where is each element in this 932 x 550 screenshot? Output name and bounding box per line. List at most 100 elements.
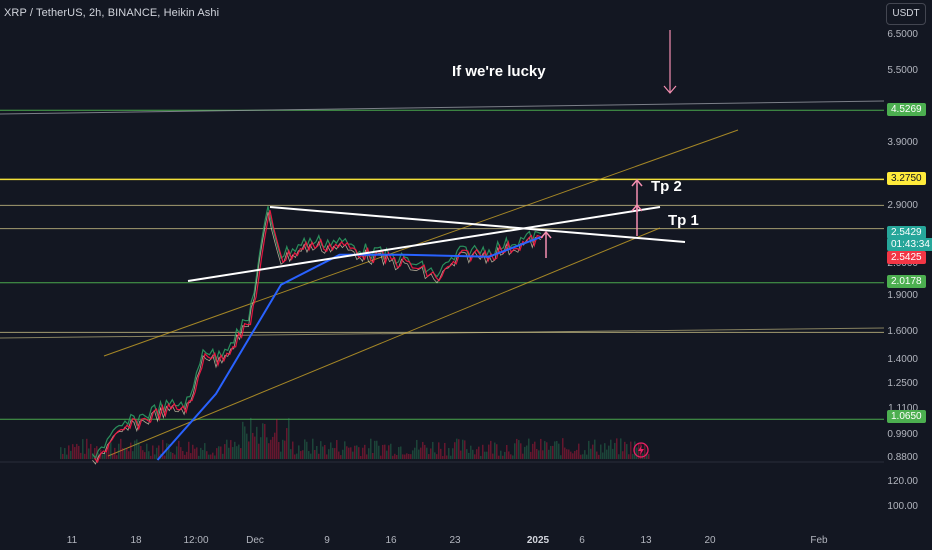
sloped-resistance-line	[0, 100, 885, 115]
volume-bar	[158, 445, 160, 459]
volume-bar	[396, 454, 398, 459]
volume-bar	[260, 437, 262, 459]
volume-bar	[516, 438, 518, 459]
volume-bar	[542, 450, 544, 459]
volume-bar	[234, 441, 236, 459]
volume-bar	[148, 451, 150, 459]
volume-bar	[310, 453, 312, 459]
volume-bar	[136, 439, 138, 459]
volume-bar	[74, 447, 76, 459]
volume-bar	[500, 450, 502, 459]
volume-bar	[506, 445, 508, 459]
price-axis[interactable]: 6.5000 5.5000 3.9000 2.9000 2.0000 1.900…	[887, 29, 918, 512]
volume-bar	[80, 452, 82, 459]
volume-bar	[128, 451, 130, 459]
volume-bar	[220, 446, 222, 459]
volume-bar	[644, 443, 646, 459]
volume-bar	[138, 442, 140, 459]
price-tick: 1.1100	[888, 403, 918, 414]
volume-bar	[478, 446, 480, 459]
volume-bar	[116, 455, 118, 459]
volume-bar	[180, 447, 182, 459]
volume-bar	[462, 439, 464, 459]
lightning-icon	[638, 445, 644, 455]
volume-bar	[350, 447, 352, 459]
volume-bar	[202, 449, 204, 459]
volume-bar	[536, 449, 538, 459]
volume-bar	[398, 447, 400, 459]
volume-bar	[140, 446, 142, 459]
volume-bar	[408, 453, 410, 459]
volume-bar	[92, 452, 94, 459]
volume-bar	[410, 454, 412, 459]
time-tick: 6	[579, 535, 585, 546]
volume-bar	[254, 436, 256, 459]
volume-bar	[334, 448, 336, 459]
volume-bar	[292, 441, 294, 459]
volume-bar	[164, 455, 166, 459]
volume-bar	[68, 445, 70, 459]
volume-bar	[360, 455, 362, 459]
volume-bar	[432, 441, 434, 459]
volume-bar	[274, 432, 276, 459]
volume-bar	[342, 449, 344, 459]
volume-bar	[250, 417, 252, 459]
volume-bar	[494, 442, 496, 459]
volume-bar	[562, 438, 564, 459]
volume-bar	[378, 445, 380, 459]
last-price-badge: 2.5429	[887, 226, 926, 239]
price-tick: 1.6000	[887, 326, 918, 337]
volume-bar	[118, 443, 120, 459]
volume-bar	[638, 443, 640, 459]
volume-bar	[394, 453, 396, 459]
time-axis[interactable]: 11 18 12:00 Dec 9 16 23 2025 6 13 20 Feb	[67, 535, 828, 546]
annotation-tp2[interactable]: Tp 2	[651, 178, 682, 195]
level-badge-1-0650: 1.0650	[887, 410, 926, 423]
symbol-title[interactable]: XRP / TetherUS, 2h, BINANCE, Heikin Ashi	[4, 7, 220, 19]
volume-bar	[560, 455, 562, 459]
ma-price-badge: 2.5425	[887, 251, 926, 264]
volume-bar	[446, 455, 448, 459]
volume-bar	[436, 454, 438, 459]
red-ma-line	[94, 210, 544, 464]
volume-bar	[512, 455, 514, 459]
volume-bar	[206, 451, 208, 459]
annotation-tp1[interactable]: Tp 1	[668, 212, 699, 229]
trendline-support	[187, 206, 661, 282]
volume-bar	[602, 452, 604, 459]
price-tick: 6.5000	[887, 29, 918, 40]
volume-bar	[208, 454, 210, 459]
time-tick: 23	[449, 535, 461, 546]
volume-bar	[534, 441, 536, 459]
bollinger-band-line	[92, 212, 542, 465]
target-arrow-tp2-head	[631, 178, 643, 187]
volume-bar	[112, 453, 114, 459]
volume-bar	[150, 455, 152, 459]
horizontal-level-1.6-slanted	[0, 327, 885, 339]
currency-button[interactable]: USDT	[886, 3, 926, 25]
volume-bar	[636, 447, 638, 459]
level-badge-2-0178: 2.0178	[887, 275, 926, 288]
volume-bar	[304, 439, 306, 459]
volume-bar	[586, 454, 588, 459]
volume-bar	[322, 446, 324, 459]
volume-bar	[520, 443, 522, 459]
level-badge-3-2750: 3.2750	[887, 172, 926, 185]
volume-bar	[244, 426, 246, 459]
volume-bar	[574, 451, 576, 459]
volume-bar	[526, 445, 528, 459]
volume-bar	[102, 454, 104, 459]
volume-bar	[472, 449, 474, 459]
annotation-if-lucky[interactable]: If we're lucky	[452, 63, 546, 80]
volume-bar	[632, 453, 634, 459]
volume-bar	[302, 450, 304, 459]
time-tick: 12:00	[183, 535, 208, 546]
volume-bar	[594, 439, 596, 459]
volume-bar	[402, 454, 404, 459]
volume-bar	[430, 448, 432, 459]
volume-bar	[400, 446, 402, 459]
volume-bar	[466, 449, 468, 459]
volume-bar	[318, 453, 320, 459]
